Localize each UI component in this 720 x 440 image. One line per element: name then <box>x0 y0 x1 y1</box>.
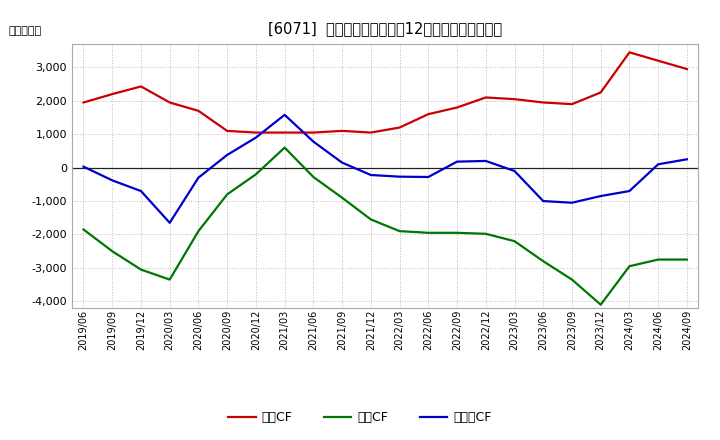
投資CF <box>309 174 318 180</box>
フリーCF <box>683 157 691 162</box>
Y-axis label: （百万円）: （百万円） <box>9 26 42 36</box>
投資CF <box>510 238 519 244</box>
投資CF <box>366 217 375 222</box>
フリーCF <box>166 220 174 225</box>
フリーCF <box>366 172 375 178</box>
営業CF <box>223 128 232 133</box>
営業CF <box>683 66 691 72</box>
投資CF <box>108 249 117 254</box>
営業CF <box>453 105 462 110</box>
フリーCF <box>223 152 232 158</box>
投資CF <box>79 227 88 232</box>
Line: 投資CF: 投資CF <box>84 147 687 304</box>
営業CF <box>366 130 375 135</box>
投資CF <box>251 172 260 177</box>
フリーCF <box>338 160 346 165</box>
フリーCF <box>654 161 662 167</box>
Line: フリーCF: フリーCF <box>84 115 687 223</box>
営業CF <box>79 100 88 105</box>
営業CF <box>108 92 117 97</box>
営業CF <box>539 100 547 105</box>
投資CF <box>482 231 490 236</box>
営業CF <box>194 108 203 114</box>
フリーCF <box>482 158 490 164</box>
投資CF <box>194 228 203 234</box>
投資CF <box>683 257 691 262</box>
営業CF <box>338 128 346 133</box>
投資CF <box>338 195 346 200</box>
営業CF <box>625 50 634 55</box>
フリーCF <box>510 169 519 174</box>
投資CF <box>625 264 634 269</box>
投資CF <box>453 230 462 235</box>
営業CF <box>137 84 145 89</box>
Line: 営業CF: 営業CF <box>84 52 687 132</box>
フリーCF <box>539 198 547 204</box>
フリーCF <box>395 174 404 180</box>
営業CF <box>309 130 318 135</box>
投資CF <box>280 145 289 150</box>
フリーCF <box>625 188 634 194</box>
営業CF <box>596 90 605 95</box>
フリーCF <box>453 159 462 164</box>
投資CF <box>539 259 547 264</box>
フリーCF <box>194 175 203 180</box>
営業CF <box>482 95 490 100</box>
投資CF <box>654 257 662 262</box>
営業CF <box>251 130 260 135</box>
投資CF <box>567 277 576 282</box>
投資CF <box>166 277 174 282</box>
フリーCF <box>280 112 289 117</box>
フリーCF <box>309 139 318 144</box>
投資CF <box>424 230 433 235</box>
投資CF <box>395 228 404 234</box>
フリーCF <box>567 200 576 205</box>
営業CF <box>395 125 404 130</box>
フリーCF <box>424 174 433 180</box>
営業CF <box>424 111 433 117</box>
フリーCF <box>108 178 117 183</box>
Legend: 営業CF, 投資CF, フリーCF: 営業CF, 投資CF, フリーCF <box>223 407 497 429</box>
営業CF <box>654 58 662 63</box>
営業CF <box>280 130 289 135</box>
投資CF <box>223 192 232 197</box>
投資CF <box>137 267 145 272</box>
フリーCF <box>251 135 260 140</box>
投資CF <box>596 302 605 307</box>
フリーCF <box>79 164 88 169</box>
営業CF <box>166 100 174 105</box>
フリーCF <box>137 188 145 194</box>
営業CF <box>567 102 576 107</box>
フリーCF <box>596 194 605 199</box>
Title: [6071]  キャッシュフローの12か月移動合計の推移: [6071] キャッシュフローの12か月移動合計の推移 <box>268 21 503 36</box>
営業CF <box>510 96 519 102</box>
